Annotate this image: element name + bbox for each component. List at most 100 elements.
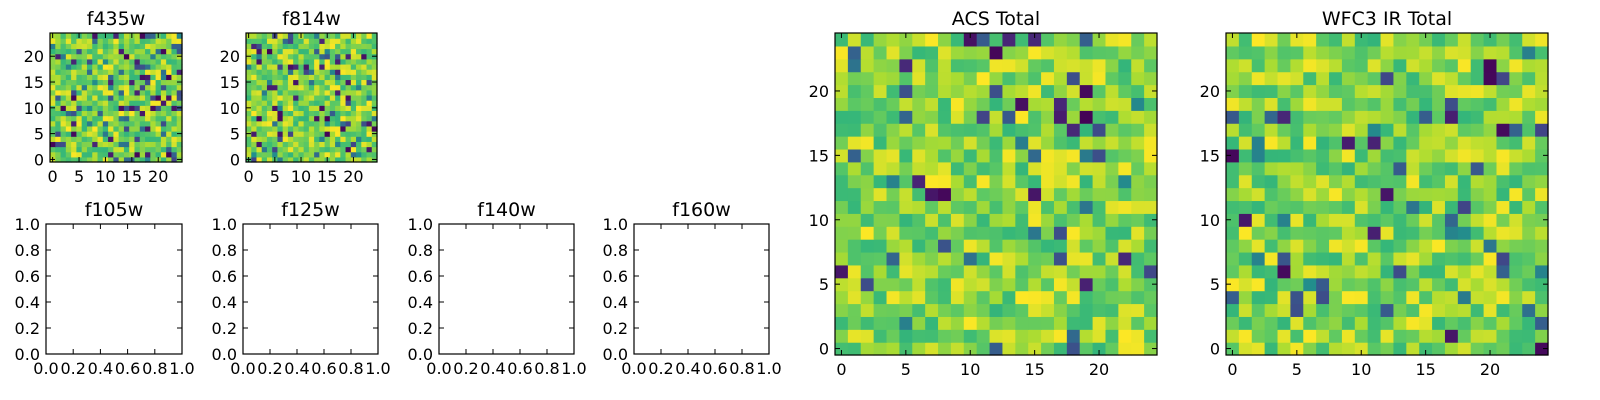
heatmap-cell <box>925 226 939 240</box>
panel-title: f160w <box>672 199 731 221</box>
heatmap-cell <box>256 146 263 153</box>
heatmap-cell <box>150 110 157 117</box>
heatmap-cell <box>1316 213 1330 227</box>
heatmap-cell <box>282 115 289 122</box>
heatmap-cell <box>314 33 320 39</box>
heatmap-cell <box>1419 342 1433 356</box>
heatmap-cell <box>1522 33 1536 47</box>
heatmap-cell <box>246 43 252 50</box>
heatmap-cell <box>86 105 93 111</box>
heatmap-cell <box>81 94 88 101</box>
heatmap-cell <box>1470 277 1485 292</box>
heatmap-cell <box>1316 45 1330 60</box>
heatmap-cell <box>1251 187 1266 202</box>
heatmap-cell <box>989 136 1004 150</box>
heatmap-cell <box>171 58 178 65</box>
heatmap-cell <box>1118 239 1132 253</box>
heatmap-cell <box>1251 33 1266 47</box>
y-tick-label: 0.2 <box>15 319 40 338</box>
heatmap-cell <box>1354 84 1369 98</box>
heatmap-cell <box>139 94 146 101</box>
heatmap-cell <box>1238 277 1253 292</box>
heatmap-cell <box>976 33 991 47</box>
heatmap-cell <box>282 156 289 163</box>
heatmap-cell <box>1002 239 1016 253</box>
heatmap-cell <box>1238 33 1253 47</box>
heatmap-cell <box>886 277 900 292</box>
heatmap-cell <box>60 94 67 101</box>
heatmap-cell <box>1277 187 1291 202</box>
heatmap-cell <box>256 100 263 106</box>
heatmap-cell <box>1251 58 1266 73</box>
heatmap-cell <box>303 74 310 81</box>
heatmap-cell <box>113 69 120 75</box>
heatmap-cell <box>963 123 978 137</box>
heatmap-cell <box>873 213 888 227</box>
heatmap-cell <box>266 38 273 44</box>
heatmap-cell <box>308 120 315 127</box>
heatmap-cell <box>102 110 109 117</box>
heatmap-cell <box>324 125 331 132</box>
heatmap-cell <box>963 187 978 202</box>
heatmap-cell <box>102 69 109 75</box>
heatmap-cell <box>314 74 320 81</box>
heatmap-cell <box>1457 277 1472 292</box>
x-tick-label: 0.8 <box>729 359 754 378</box>
heatmap-cell <box>1264 71 1279 86</box>
heatmap-cell <box>113 38 120 44</box>
heatmap-cell <box>1118 264 1132 279</box>
heatmap-cell <box>123 84 130 91</box>
heatmap-cell <box>287 58 294 65</box>
y-tick-label: 15 <box>24 73 44 92</box>
heatmap-cell <box>345 100 352 106</box>
heatmap-cell <box>1144 123 1158 137</box>
heatmap-cell <box>350 63 357 70</box>
heatmap-cell <box>950 161 965 176</box>
heatmap-cell <box>1535 342 1549 356</box>
heatmap-cell <box>81 48 88 55</box>
heatmap-cell <box>1264 33 1279 47</box>
heatmap-cell <box>1367 342 1382 356</box>
heatmap-cell <box>1144 303 1158 317</box>
heatmap-cell <box>1303 84 1317 98</box>
heatmap-cell <box>361 94 368 101</box>
heatmap-cell <box>65 53 72 60</box>
heatmap-cell <box>925 264 939 279</box>
heatmap-cell <box>1496 329 1510 343</box>
heatmap-cell <box>129 146 136 153</box>
heatmap-cell <box>123 115 130 122</box>
heatmap-cell <box>314 43 320 50</box>
heatmap-cell <box>86 125 93 132</box>
heatmap-cell <box>847 303 862 317</box>
heatmap-cell <box>303 94 310 101</box>
heatmap-cell <box>272 146 279 153</box>
heatmap-cell <box>1066 148 1081 163</box>
heatmap-cell <box>356 156 362 163</box>
heatmap-cell <box>912 251 926 266</box>
heatmap-cell <box>371 69 378 75</box>
heatmap-cell <box>102 53 109 60</box>
heatmap-cell <box>251 105 258 111</box>
heatmap-cell <box>171 115 178 122</box>
heatmap-cell <box>134 89 141 96</box>
heatmap-cell <box>256 125 263 132</box>
heatmap-cell <box>925 84 939 98</box>
x-tick-label: 0.8 <box>142 359 167 378</box>
heatmap-cell <box>1457 239 1472 253</box>
heatmap-cell <box>1251 136 1266 150</box>
heatmap-cell <box>1144 290 1158 305</box>
heatmap-cell <box>319 58 326 65</box>
heatmap-cell <box>282 53 289 60</box>
x-tick-label: 0 <box>836 360 846 379</box>
heatmap-cell <box>335 84 341 91</box>
heatmap-cell <box>272 151 279 158</box>
x-tick-label: 20 <box>1089 360 1109 379</box>
heatmap-cell <box>1092 58 1107 73</box>
heatmap-cell <box>50 136 56 142</box>
heatmap-cell <box>1483 251 1498 266</box>
heatmap-cell <box>1496 71 1510 86</box>
heatmap-cell <box>282 131 289 137</box>
heatmap-cell <box>139 156 146 163</box>
heatmap-cell <box>251 84 258 91</box>
heatmap-cell <box>1483 290 1498 305</box>
